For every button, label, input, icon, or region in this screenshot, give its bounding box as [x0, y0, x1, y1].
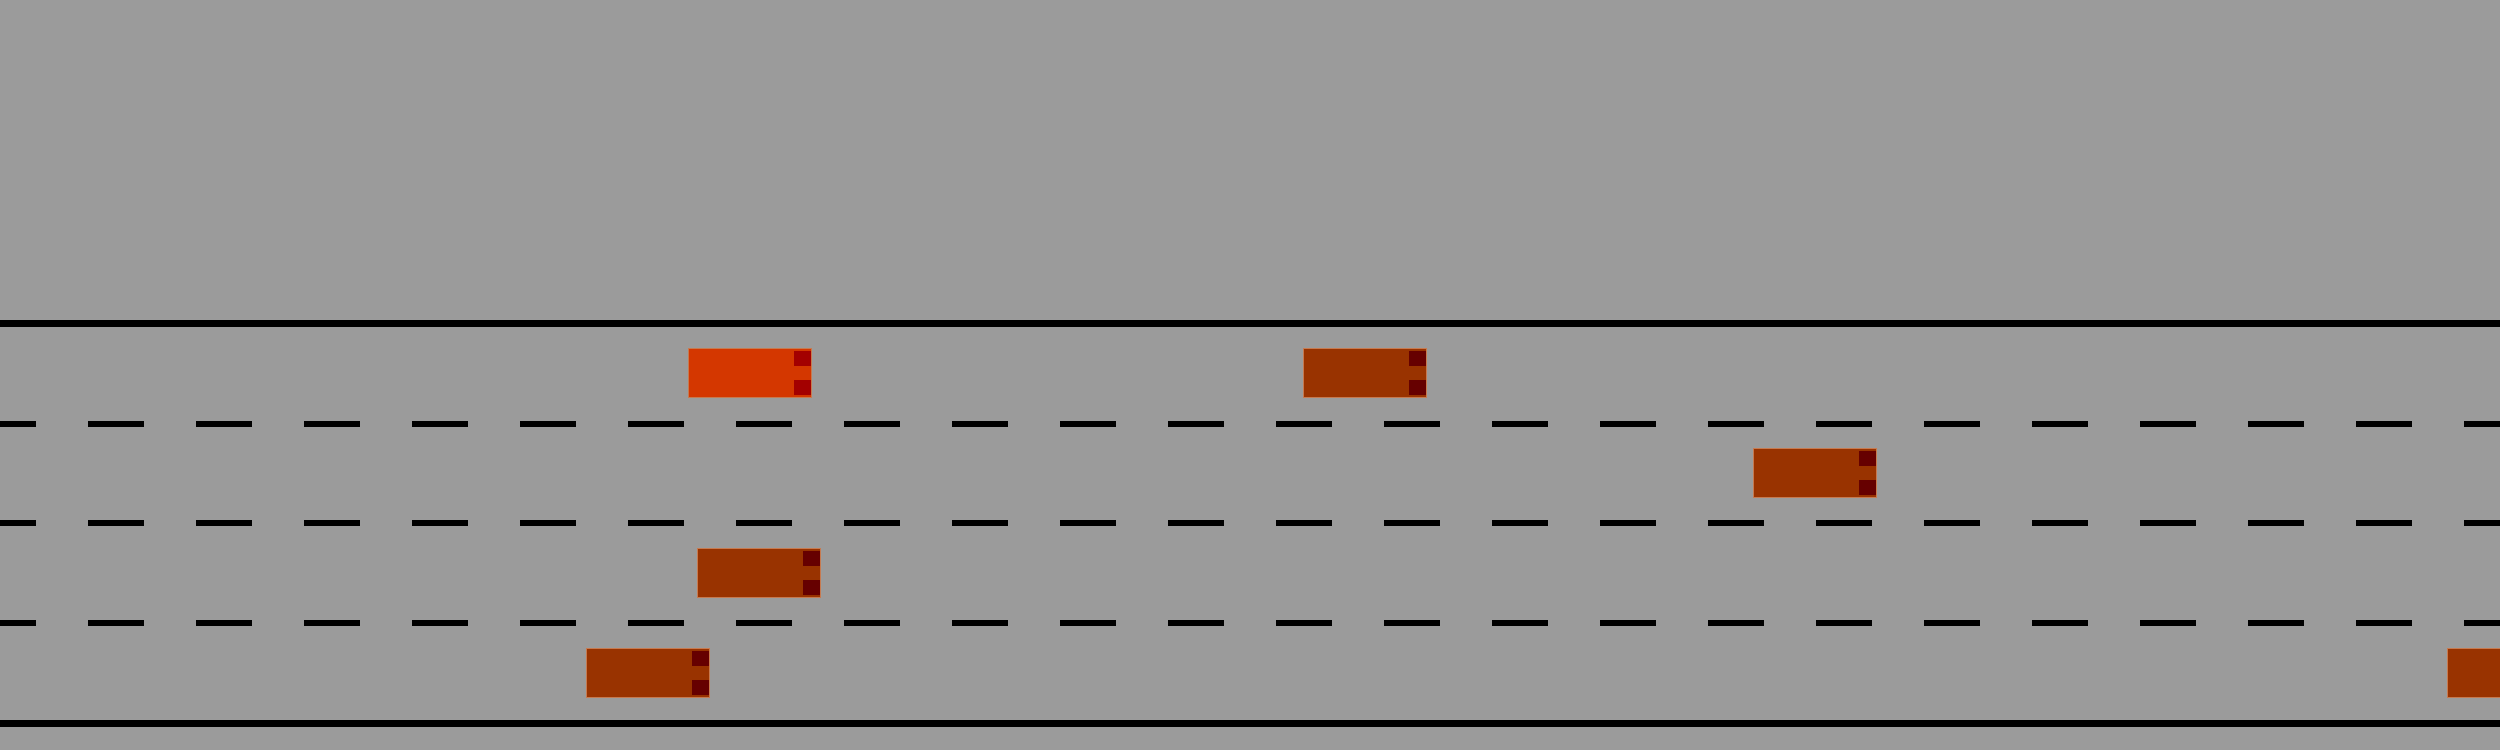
car-light [803, 551, 820, 566]
traffic-car [1303, 348, 1427, 398]
road-top-edge [0, 320, 2500, 327]
car-light [794, 380, 811, 395]
lane-divider-1 [0, 421, 2500, 427]
car-light [1409, 380, 1426, 395]
player-car [688, 348, 812, 398]
car-light [803, 580, 820, 595]
lane-divider-3 [0, 620, 2500, 626]
traffic-car [697, 548, 821, 598]
road-bottom-edge [0, 720, 2500, 727]
lane-divider-2 [0, 520, 2500, 526]
car-light [692, 680, 709, 695]
car-light [1859, 480, 1876, 495]
traffic-car [586, 648, 710, 698]
car-light [1859, 451, 1876, 466]
traffic-car [1753, 448, 1877, 498]
traffic-car [2447, 648, 2500, 698]
car-light [1409, 351, 1426, 366]
car-light [794, 351, 811, 366]
car-light [692, 651, 709, 666]
